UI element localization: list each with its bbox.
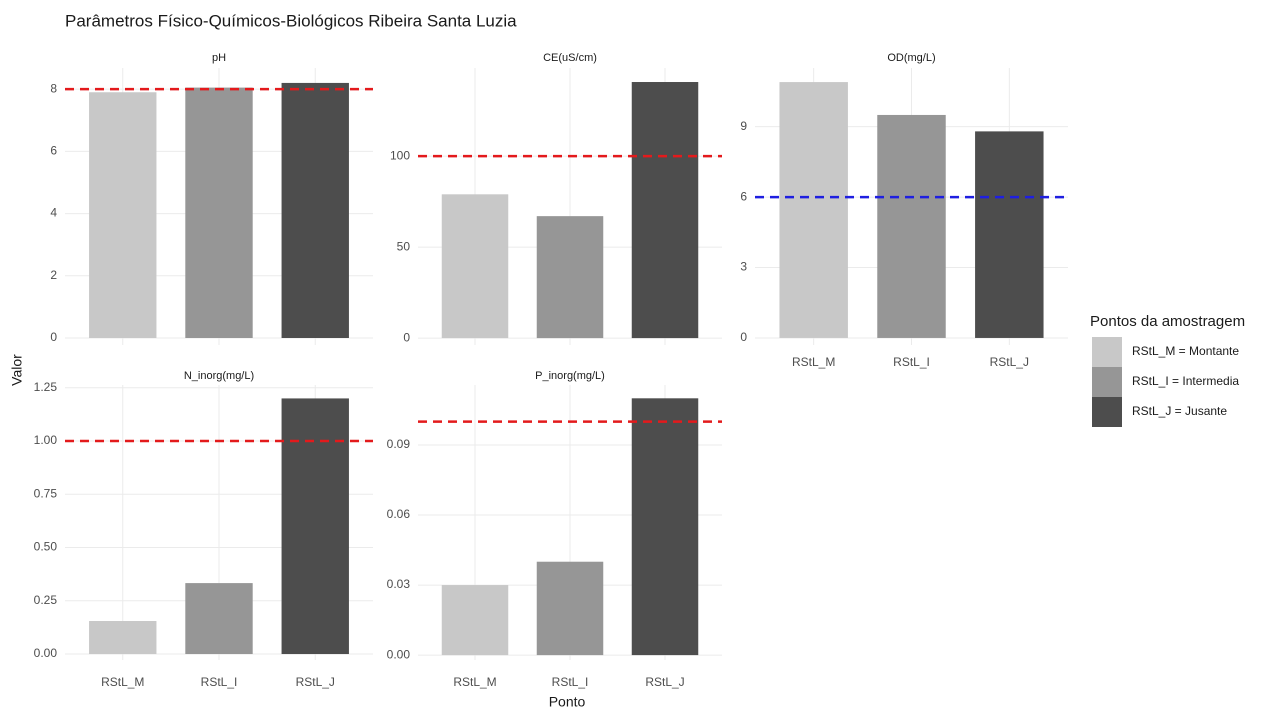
bar [441, 585, 509, 656]
y-tick-label: 0.00 [387, 647, 411, 661]
bar [441, 194, 509, 339]
bar [185, 583, 253, 655]
bar [89, 92, 157, 339]
x-axis-title: Ponto [549, 694, 586, 708]
bar [89, 621, 157, 655]
x-tick-label: RStL_I [201, 675, 238, 689]
legend-key [1092, 397, 1122, 427]
bar [536, 561, 604, 656]
y-tick-label: 0.09 [387, 437, 411, 451]
y-axis-title: Valor [9, 354, 25, 386]
bar [536, 216, 604, 339]
facet-title: CE(uS/cm) [543, 52, 597, 64]
y-tick-label: 9 [740, 119, 747, 133]
x-tick-label: RStL_I [552, 675, 589, 689]
y-tick-label: 0.25 [34, 593, 58, 607]
x-tick-label: RStL_I [893, 355, 930, 369]
y-tick-label: 0 [403, 330, 410, 344]
bar [185, 87, 253, 339]
legend-label: RStL_J = Jusante [1132, 404, 1227, 418]
y-tick-label: 100 [390, 148, 410, 162]
facet-title: pH [212, 52, 226, 64]
y-tick-label: 0.06 [387, 507, 411, 521]
x-tick-label: RStL_J [645, 675, 684, 689]
x-tick-label: RStL_J [990, 355, 1029, 369]
legend-label: RStL_M = Montante [1132, 344, 1239, 358]
y-tick-label: 6 [740, 189, 747, 203]
facet-title: OD(mg/L) [887, 52, 935, 64]
bar [975, 131, 1044, 338]
y-tick-label: 1.00 [34, 433, 58, 447]
legend-key [1092, 367, 1122, 397]
y-tick-label: 0.75 [34, 486, 58, 500]
chart-title: Parâmetros Físico-Químicos-Biológicos Ri… [65, 11, 517, 30]
bar [281, 82, 349, 339]
y-tick-label: 8 [50, 81, 57, 95]
x-tick-label: RStL_M [792, 355, 835, 369]
y-tick-label: 0.03 [387, 577, 411, 591]
facet-title: P_inorg(mg/L) [535, 370, 605, 382]
y-tick-label: 0 [740, 330, 747, 344]
y-tick-label: 2 [50, 268, 57, 282]
bar [281, 398, 349, 655]
y-tick-label: 0.00 [34, 646, 58, 660]
y-tick-label: 4 [50, 206, 57, 220]
x-tick-label: RStL_M [453, 675, 496, 689]
bar [877, 114, 946, 338]
y-tick-label: 3 [740, 260, 747, 274]
y-tick-label: 50 [397, 239, 411, 253]
bar [779, 82, 848, 338]
bar [631, 82, 699, 339]
x-tick-label: RStL_J [296, 675, 335, 689]
y-tick-label: 0 [50, 330, 57, 344]
y-tick-label: 6 [50, 144, 57, 158]
facet-title: N_inorg(mg/L) [184, 370, 254, 382]
bar [631, 398, 699, 656]
legend-label: RStL_I = Intermedia [1132, 374, 1239, 388]
y-tick-label: 0.50 [34, 540, 58, 554]
legend-title: Pontos da amostragem [1090, 313, 1245, 330]
x-tick-label: RStL_M [101, 675, 144, 689]
y-tick-label: 1.25 [34, 380, 58, 394]
legend-key [1092, 337, 1122, 367]
